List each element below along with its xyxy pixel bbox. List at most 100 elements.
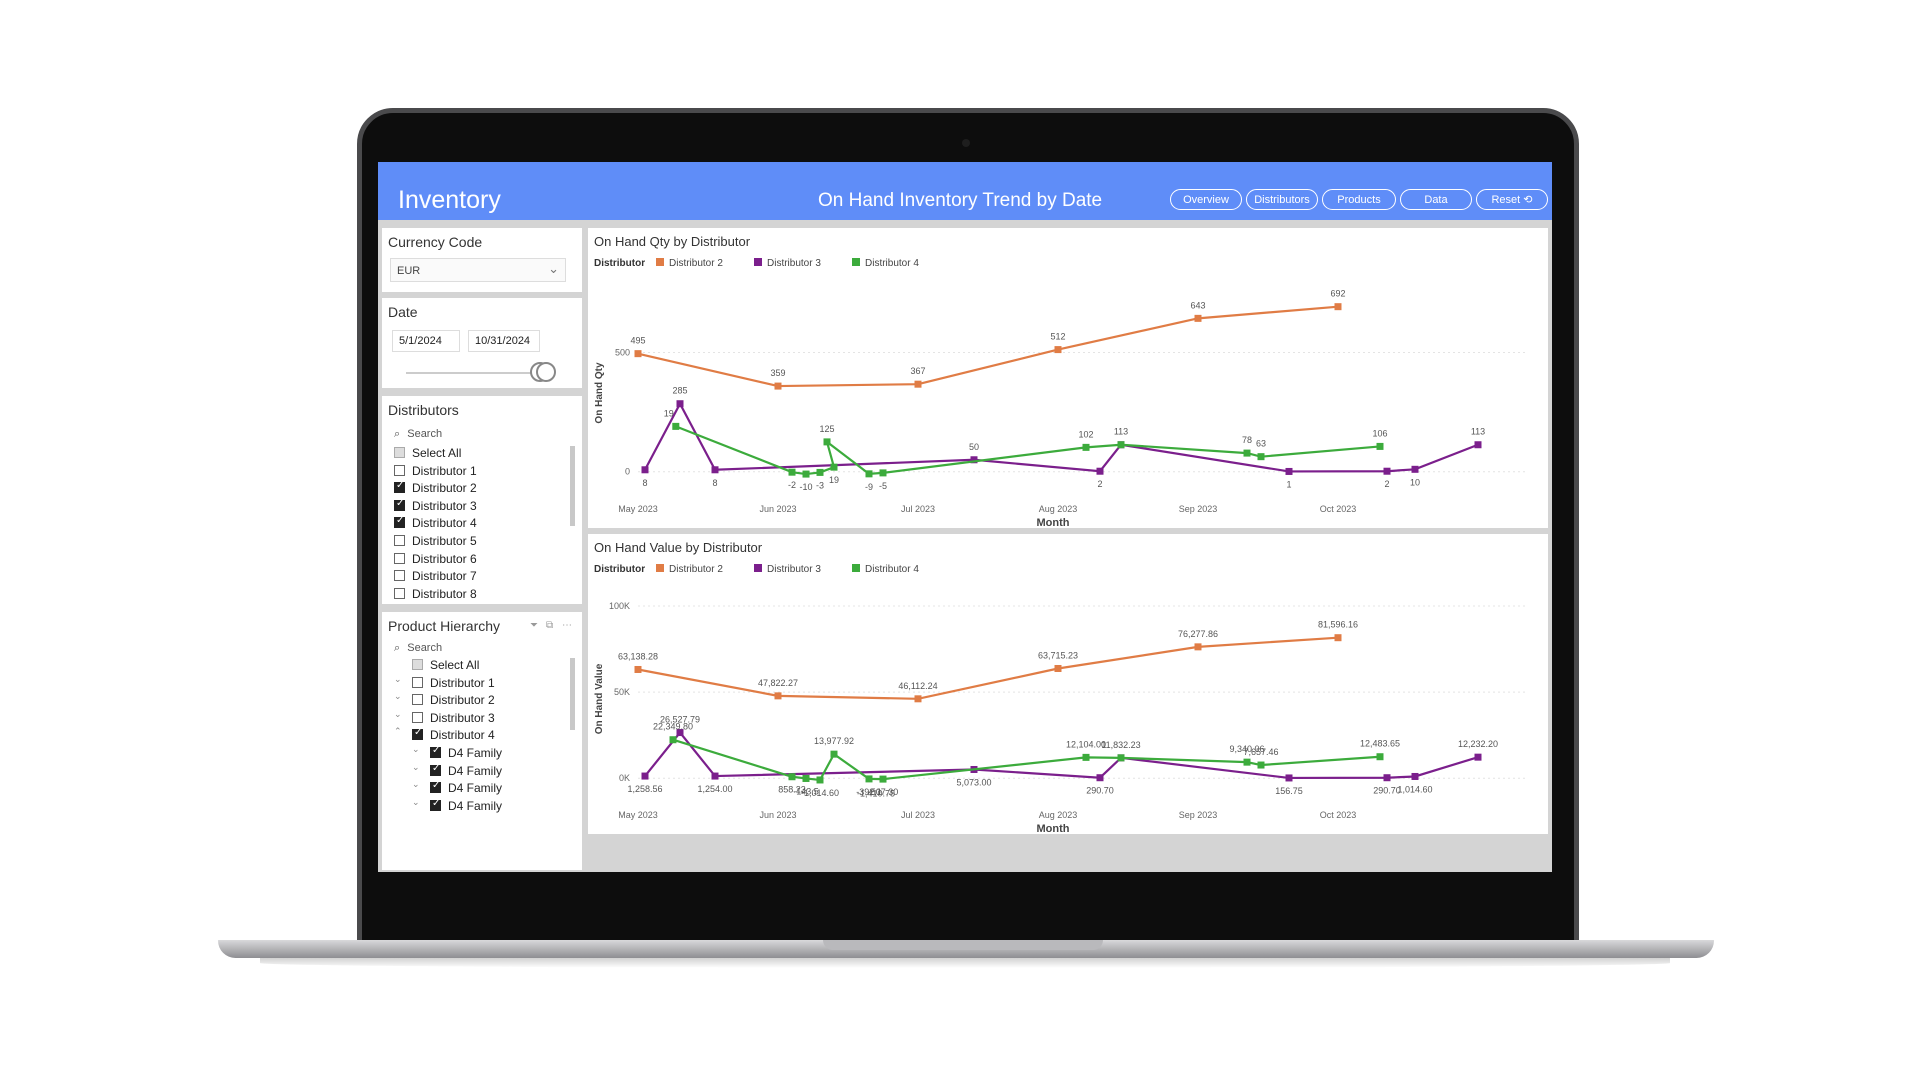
data-point-distributor-4[interactable] [879,469,887,477]
data-point-distributor-2[interactable] [774,692,782,700]
chevron-down-icon[interactable]: ⌄ [412,744,420,754]
product-scrollbar[interactable] [570,658,575,730]
data-point-distributor-2[interactable] [1334,303,1342,311]
series-line-distributor-2[interactable] [637,305,1339,388]
distributor-item-label[interactable]: Distributor 8 [412,586,477,601]
series-line-distributor-4[interactable] [675,425,1381,476]
start-date-input[interactable]: 5/1/2024 [392,330,460,352]
data-point-distributor-2[interactable] [914,695,922,703]
legend-label-distributor-4[interactable]: Distributor 4 [865,258,919,269]
checkbox-d4-family[interactable] [430,798,441,811]
checkbox-distributor-2[interactable] [412,694,423,706]
focus-mode-icon[interactable]: ⧉ [546,620,554,631]
data-point-distributor-3[interactable] [676,400,684,408]
end-date-input[interactable]: 10/31/2024 [468,330,540,352]
reset-button[interactable]: Reset ⟲ [1476,189,1548,210]
checkbox-distributor-1[interactable] [412,676,423,688]
data-point-distributor-4[interactable] [1376,442,1384,450]
checkbox-distributor-3[interactable] [394,498,405,511]
series-line-distributor-3[interactable] [644,730,1479,780]
data-point-distributor-4[interactable] [879,775,887,783]
data-point-distributor-3[interactable] [970,456,978,464]
data-point-distributor-2[interactable] [634,350,642,358]
nav-data-button[interactable]: Data [1400,189,1472,210]
data-point-distributor-4[interactable] [802,774,810,782]
data-point-distributor-4[interactable] [1243,449,1251,457]
data-point-distributor-3[interactable] [1096,774,1104,782]
date-range-handle-end[interactable] [536,362,556,382]
series-line-distributor-3[interactable] [644,401,1479,473]
data-point-distributor-3[interactable] [1285,467,1293,475]
hierarchy-item-label[interactable]: D4 Family [448,746,503,760]
chevron-down-icon[interactable]: ⌄ [394,691,402,702]
checkbox-distributor-8[interactable] [394,587,405,599]
checkbox-distributor-5[interactable] [394,535,405,546]
checkbox-distributor-1[interactable] [394,464,405,476]
chevron-down-icon[interactable]: ⌄ [412,796,420,807]
distributor-item-label[interactable]: Distributor 7 [412,569,477,584]
data-point-distributor-3[interactable] [1285,774,1293,782]
hierarchy-item-label[interactable]: Distributor 4 [430,728,495,743]
distributor-item-label[interactable]: Select All [412,446,462,460]
data-point-distributor-4[interactable] [830,463,838,471]
chevron-down-icon[interactable]: ⌄ [394,673,402,684]
checkbox-d4-family[interactable] [430,780,441,794]
data-point-distributor-4[interactable] [802,470,810,478]
hierarchy-item-label[interactable]: Distributor 1 [430,675,495,690]
currency-dropdown[interactable]: EUR ⌄ [390,258,566,282]
data-point-distributor-4[interactable] [823,438,831,446]
data-point-distributor-4[interactable] [1082,443,1090,451]
checkbox-distributor-4[interactable] [412,727,423,741]
data-point-distributor-4[interactable] [830,750,838,758]
data-point-distributor-2[interactable] [1194,643,1202,651]
data-point-distributor-2[interactable] [914,380,922,388]
data-point-distributor-4[interactable] [1117,441,1125,449]
legend-label-distributor-2[interactable]: Distributor 2 [669,258,723,269]
hierarchy-item-label[interactable]: D4 Family [448,781,503,796]
hierarchy-item-label[interactable]: Distributor 2 [430,693,495,708]
hierarchy-item-label[interactable]: Distributor 3 [430,710,495,725]
data-point-distributor-4[interactable] [1257,453,1265,461]
distributor-item-label[interactable]: Distributor 6 [412,551,477,566]
legend-label-distributor-3[interactable]: Distributor 3 [767,564,821,575]
hierarchy-item-label[interactable]: D4 Family [448,798,503,813]
hierarchy-item-label[interactable]: D4 Family [448,763,503,778]
data-point-distributor-4[interactable] [672,422,680,430]
checkbox-select-all[interactable] [412,659,423,670]
data-point-distributor-3[interactable] [1383,467,1391,475]
data-point-distributor-4[interactable] [816,468,824,476]
distributor-item-label[interactable]: Distributor 3 [412,498,477,513]
data-point-distributor-2[interactable] [1334,634,1342,642]
distributors-scrollbar[interactable] [570,446,575,526]
distributor-item-label[interactable]: Distributor 2 [412,481,477,496]
data-point-distributor-3[interactable] [1474,441,1482,449]
data-point-distributor-4[interactable] [1082,753,1090,761]
checkbox-distributor-2[interactable] [394,480,405,494]
data-point-distributor-4[interactable] [865,775,873,783]
checkbox-d4-family[interactable] [430,763,441,776]
data-point-distributor-4[interactable] [816,776,824,784]
checkbox-distributor-3[interactable] [412,711,423,723]
data-point-distributor-4[interactable] [1117,754,1125,762]
data-point-distributor-3[interactable] [1411,772,1419,780]
data-point-distributor-4[interactable] [865,470,873,478]
checkbox-d4-family[interactable] [430,745,441,758]
chevron-down-icon[interactable]: ⌄ [412,761,420,772]
data-point-distributor-2[interactable] [634,665,642,673]
data-point-distributor-4[interactable] [1257,761,1265,769]
data-point-distributor-3[interactable] [1096,467,1104,475]
product-search[interactable]: ⌕ Search [394,642,442,655]
data-point-distributor-2[interactable] [1054,664,1062,672]
distributors-search[interactable]: ⌕ Search [394,428,442,441]
data-point-distributor-4[interactable] [788,468,796,476]
data-point-distributor-4[interactable] [1243,758,1251,766]
data-point-distributor-2[interactable] [774,382,782,390]
series-line-distributor-2[interactable] [637,636,1339,700]
data-point-distributor-4[interactable] [669,736,677,744]
chevron-down-icon[interactable]: ⌄ [412,779,420,790]
checkbox-select-all[interactable] [394,447,405,458]
chevron-down-icon[interactable]: ⌄ [394,708,402,719]
data-point-distributor-3[interactable] [641,772,649,780]
chevron-up-icon[interactable]: ⌃ [394,726,402,737]
data-point-distributor-3[interactable] [711,772,719,780]
